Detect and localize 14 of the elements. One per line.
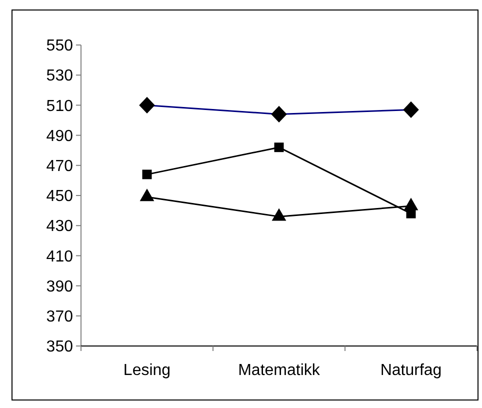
y-tick-label: 550 [46, 38, 74, 55]
y-tick-label: 410 [46, 248, 74, 266]
y-tick-label: 470 [46, 158, 74, 175]
x-tick-label: Lesing [123, 362, 171, 379]
y-tick-label: 510 [46, 98, 74, 115]
y-tick-label: 530 [46, 68, 74, 85]
x-tick-label: Naturfag [380, 362, 442, 379]
y-tick-label: 350 [46, 338, 74, 356]
y-tick-label: 430 [46, 218, 74, 236]
x-tick-label: Matematikk [238, 362, 321, 379]
y-tick-label: 370 [46, 308, 74, 326]
y-tick-label: 450 [46, 188, 74, 206]
y-tick-label: 490 [46, 128, 74, 145]
y-tick-label: 390 [46, 278, 74, 296]
